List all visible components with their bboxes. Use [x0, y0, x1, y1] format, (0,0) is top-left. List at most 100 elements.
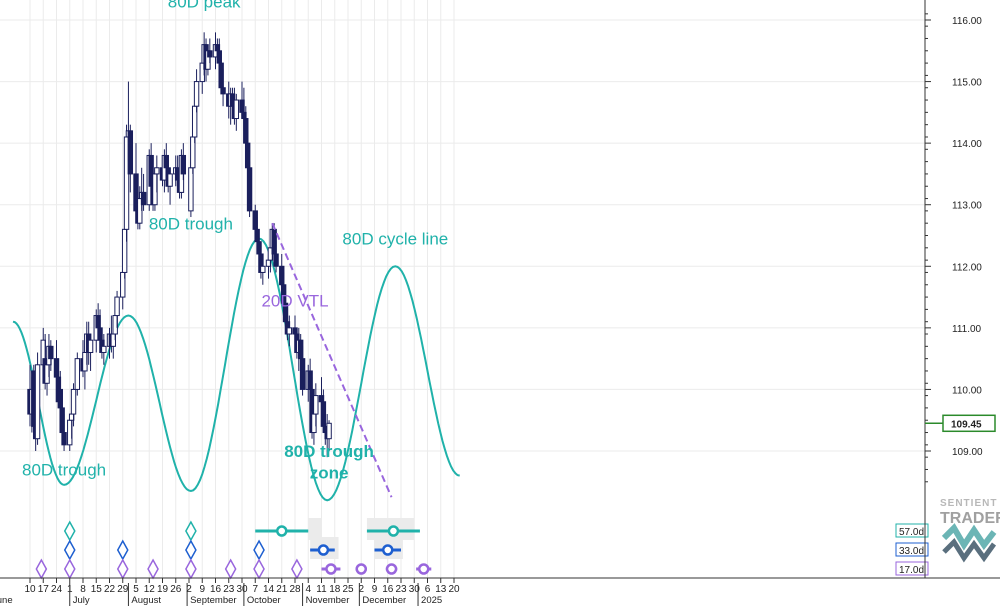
x-tick-label: 21 — [276, 584, 288, 595]
x-month-label: August — [131, 595, 161, 606]
cycle-band-marker — [276, 525, 288, 537]
brand-logo: SENTIENT TRADER — [940, 498, 1000, 563]
candle-body — [61, 432, 67, 446]
vtl-line-path — [271, 222, 393, 498]
cycle-length-box — [895, 561, 929, 576]
chart-annotation: 80D cycle line — [342, 230, 448, 249]
x-month-label: November — [306, 595, 350, 606]
y-axis: 116.00 115.00 114.00 113.00 112.00 111.00 110.… — [924, 0, 996, 578]
cycle-diamond-marker — [116, 539, 129, 561]
x-tick-label: 22 — [104, 584, 116, 595]
y-tick-label: 112.00 — [952, 262, 982, 273]
cycle-length-label: 57.0d — [899, 527, 924, 538]
cycle-band-marker — [355, 563, 367, 575]
x-tick-label: 4 — [305, 584, 311, 595]
x-month-label: June — [0, 595, 13, 606]
candle-body — [313, 395, 319, 415]
candle-body — [167, 173, 173, 187]
x-month-label: October — [247, 595, 281, 606]
x-tick-label: 16 — [382, 584, 394, 595]
x-tick-label: 29 — [117, 584, 129, 595]
candle-body — [70, 388, 77, 415]
x-tick-label: 12 — [144, 584, 156, 595]
chart-annotation: 80D trough — [149, 214, 233, 233]
chart-annotation: 80D trough — [22, 461, 106, 480]
cycle-band-marker — [325, 563, 337, 575]
x-tick-label: 9 — [372, 584, 378, 595]
x-tick-label: 10 — [24, 584, 36, 595]
candle-body — [207, 50, 213, 58]
candle-body — [233, 99, 240, 120]
cycle-diamond-marker — [63, 558, 76, 580]
x-tick-label: 16 — [210, 584, 222, 595]
x-axis: 1017241815222951219262916233071421284111… — [0, 577, 1000, 606]
chart-annotation: 80D peak — [168, 0, 241, 12]
candle-body — [326, 422, 332, 440]
y-tick-label: 109.00 — [952, 447, 983, 458]
cycle-band-zone — [308, 518, 322, 540]
candle-body — [87, 339, 94, 353]
cycle-line-path — [12, 237, 460, 502]
chart-annotation: 20D VTL — [261, 291, 328, 310]
last-price-label: 109.45 — [951, 419, 982, 430]
x-tick-label: 14 — [263, 584, 275, 595]
candle-body — [34, 364, 41, 440]
brand-mark — [941, 523, 997, 563]
x-tick-label: 2 — [358, 584, 364, 595]
candle-body — [273, 253, 279, 267]
vtl-line — [271, 222, 393, 498]
x-tick-label: 20 — [448, 584, 460, 595]
cycle-diamond-marker — [224, 558, 237, 580]
cycle-diamond-marker — [116, 558, 129, 580]
candle-body — [299, 358, 306, 390]
y-tick-label: 114.00 — [952, 139, 982, 150]
brand-line1: SENTIENT — [940, 498, 997, 509]
x-month-label: September — [190, 595, 236, 606]
y-tick-label: 110.00 — [952, 385, 982, 396]
cycle-diamond-marker — [35, 558, 48, 580]
candle-body — [127, 130, 134, 175]
brand-line2: TRADER — [940, 510, 1000, 527]
x-tick-label: 18 — [329, 584, 341, 595]
cycle-band-marker — [387, 525, 400, 537]
y-tick-label: 113.00 — [952, 201, 982, 212]
x-tick-label: 13 — [435, 584, 447, 595]
cycle-diamond-marker — [63, 520, 76, 542]
cycle-band-marker — [417, 563, 430, 575]
x-tick-label: 5 — [133, 584, 139, 595]
cycle-band-marker — [382, 544, 394, 556]
x-tick-label: 6 — [425, 584, 431, 595]
x-tick-label: 2 — [186, 584, 192, 595]
cycle-diamond-marker — [185, 539, 197, 561]
cycle-band-marker — [317, 544, 330, 556]
x-tick-label: 23 — [223, 584, 235, 595]
cycle-diamond-marker — [185, 520, 197, 542]
cycle-line — [12, 237, 460, 502]
x-month-label: 2025 — [421, 595, 442, 606]
cycle-length-label: 33.0d — [899, 546, 924, 557]
cycle-diamond-marker — [63, 539, 76, 561]
x-month-label: July — [73, 595, 90, 606]
x-tick-label: 26 — [170, 584, 182, 595]
grid — [0, 0, 925, 578]
cycle-band-marker — [385, 563, 398, 575]
chart-annotation: zone — [310, 464, 349, 483]
candle-body — [74, 358, 81, 390]
candle-body — [193, 81, 200, 107]
x-tick-label: 9 — [199, 584, 205, 595]
candles — [27, 32, 332, 458]
chart-annotation: 80D trough — [284, 442, 374, 461]
x-tick-label: 11 — [316, 584, 327, 595]
candle-body — [101, 345, 107, 353]
x-tick-label: 30 — [236, 584, 248, 595]
candle-body — [220, 87, 226, 95]
x-tick-label: 7 — [252, 584, 258, 595]
candle-body — [48, 345, 54, 360]
diamond-markers — [35, 520, 303, 580]
candle-body — [246, 167, 253, 212]
y-tick-label: 115.00 — [952, 78, 982, 89]
cycle-bands: 57.0d 33.0d 17.0d — [255, 518, 929, 576]
cycle-length-box — [895, 542, 929, 557]
x-tick-label: 8 — [80, 584, 86, 595]
